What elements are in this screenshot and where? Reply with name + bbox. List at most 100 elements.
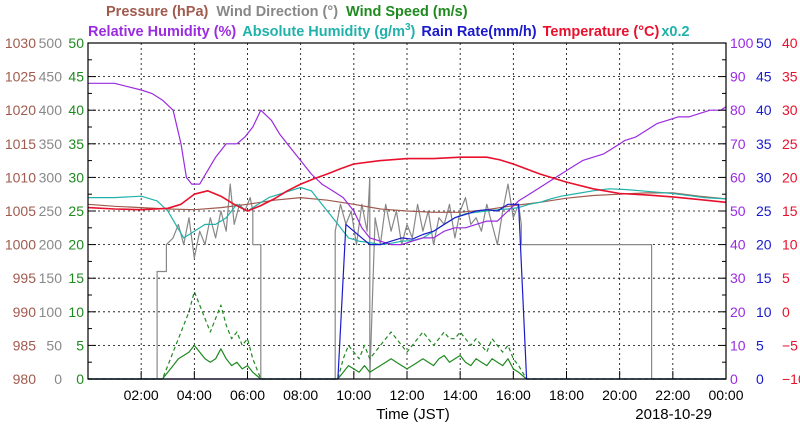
x-tick-label: 02:00 (124, 387, 159, 403)
legend-item: Relative Humidity (%) (88, 24, 236, 40)
x-tick-label: 08:00 (283, 387, 318, 403)
wind_speed-tick-label: 30 (68, 169, 84, 185)
humidity-tick-label: 90 (730, 69, 746, 85)
pressure-tick-label: 1015 (5, 136, 36, 152)
legend-item: Wind Speed (m/s) (346, 4, 468, 20)
x-tick-label: 14:00 (443, 387, 478, 403)
legend-item: Pressure (hPa) (106, 4, 209, 20)
humidity-tick-label: 50 (730, 203, 746, 219)
wind_speed-tick-label: 25 (68, 203, 84, 219)
pressure-tick-label: 980 (13, 371, 37, 387)
pressure-tick-label: 995 (13, 270, 37, 286)
pressure-tick-label: 1020 (5, 102, 36, 118)
wind_speed-tick-label: 10 (68, 304, 84, 320)
temperature-tick-label: 5 (782, 270, 790, 286)
grid (88, 43, 726, 379)
wind_direction-tick-label: 450 (39, 69, 63, 85)
x-tick-label: 04:00 (177, 387, 212, 403)
x-tick-label: 16:00 (496, 387, 531, 403)
legend-item: Absolute Humidity (g/m (242, 24, 405, 40)
temperature-tick-label: 15 (782, 203, 798, 219)
legend-row1: Pressure (hPa) Wind Direction (°) Wind Spe… (106, 4, 468, 20)
humidity-tick-label: 60 (730, 169, 746, 185)
wind_speed-tick-label: 35 (68, 136, 84, 152)
wind_speed-tick-label: 50 (68, 35, 84, 51)
pressure-tick-label: 1000 (5, 237, 36, 253)
temperature-tick-label: 40 (782, 35, 798, 51)
series-line-temperature (87, 156, 727, 212)
humidity-tick-label: 20 (730, 304, 746, 320)
rain-tick-label: 0 (756, 371, 764, 387)
series-line-wind_speed (88, 186, 727, 246)
legend-item: Temperature (°C) (543, 24, 660, 40)
legend-item: x0.2 (661, 24, 689, 40)
series-line-wind_speed-gust (88, 291, 726, 380)
legend: Pressure (hPa) Wind Direction (°) Wind Spe… (88, 4, 690, 40)
wind_direction-tick-label: 400 (39, 102, 63, 118)
humidity-tick-label: 70 (730, 136, 746, 152)
temperature-tick-label: −10 (782, 371, 800, 387)
series-line-humidity (88, 82, 727, 246)
rain-tick-label: 10 (756, 304, 772, 320)
x-axis-label: Time (JST) (376, 406, 450, 423)
humidity-tick-label: 0 (730, 371, 738, 387)
wind_speed-tick-label: 40 (68, 102, 84, 118)
temperature-tick-label: 30 (782, 102, 798, 118)
temperature-tick-label: −5 (782, 337, 798, 353)
legend-item-tail: ) (411, 24, 416, 40)
x-tick-label: 06:00 (230, 387, 265, 403)
wind_direction-tick-label: 300 (39, 169, 63, 185)
legend-item: Wind Direction (°) (216, 4, 338, 20)
humidity-tick-label: 100 (730, 35, 754, 51)
series-line-wind_speed (88, 344, 726, 380)
x-axis: 02:00 04:00 06:00 08:00 10:00 12:00 14:00 16:00… (124, 371, 744, 403)
pressure-tick-label: 1005 (5, 203, 36, 219)
wind_speed-tick-label: 5 (76, 337, 84, 353)
x-tick-label: 12:00 (389, 387, 424, 403)
wind_speed-tick-label: 45 (68, 69, 84, 85)
temperature-tick-label: 10 (782, 237, 798, 253)
wind_speed-tick-label: 0 (76, 371, 84, 387)
pressure-tick-label: 1025 (5, 69, 36, 85)
rain-tick-label: 25 (756, 203, 772, 219)
rain-tick-label: 15 (756, 270, 772, 286)
pressure-tick-label: 1010 (5, 169, 36, 185)
wind_direction-tick-label: 250 (39, 203, 63, 219)
pressure-tick-label: 985 (13, 337, 37, 353)
wind_direction-tick-label: 150 (39, 270, 63, 286)
series-layer (87, 82, 727, 380)
x-tick-label: 20:00 (602, 387, 637, 403)
series-line-rain (88, 203, 726, 380)
rain-tick-label: 45 (756, 69, 772, 85)
rain-tick-label: 30 (756, 169, 772, 185)
legend-superscript: 3 (405, 22, 411, 33)
humidity-tick-label: 80 (730, 102, 746, 118)
wind_direction-tick-label: 200 (39, 237, 63, 253)
date-label: 2018-10-29 (635, 406, 712, 423)
rain-tick-label: 50 (756, 35, 772, 51)
x-tick-label: 00:00 (708, 387, 743, 403)
legend-row2: Relative Humidity (%) Absolute Humidity (… (88, 22, 690, 40)
wind_direction-tick-label: 350 (39, 136, 63, 152)
pressure-tick-label: 990 (13, 304, 37, 320)
temperature-tick-label: 20 (782, 169, 798, 185)
x-tick-label: 18:00 (549, 387, 584, 403)
rain-tick-label: 35 (756, 136, 772, 152)
temperature-tick-label: 25 (782, 136, 798, 152)
wind_direction-tick-label: 500 (39, 35, 63, 51)
x-tick-label: 22:00 (655, 387, 690, 403)
wind_speed-tick-label: 20 (68, 237, 84, 253)
temperature-tick-label: 0 (782, 304, 790, 320)
rain-tick-label: 5 (756, 337, 764, 353)
wind_direction-tick-label: 0 (54, 371, 62, 387)
humidity-tick-label: 40 (730, 237, 746, 253)
rain-tick-label: 20 (756, 237, 772, 253)
pressure-tick-label: 1030 (5, 35, 36, 51)
humidity-tick-label: 10 (730, 337, 746, 353)
rain-tick-label: 40 (756, 102, 772, 118)
series-line-wind_direction (88, 176, 726, 380)
wind_direction-tick-label: 50 (46, 337, 62, 353)
wind_direction-tick-label: 100 (39, 304, 63, 320)
x-tick-label: 10:00 (336, 387, 371, 403)
